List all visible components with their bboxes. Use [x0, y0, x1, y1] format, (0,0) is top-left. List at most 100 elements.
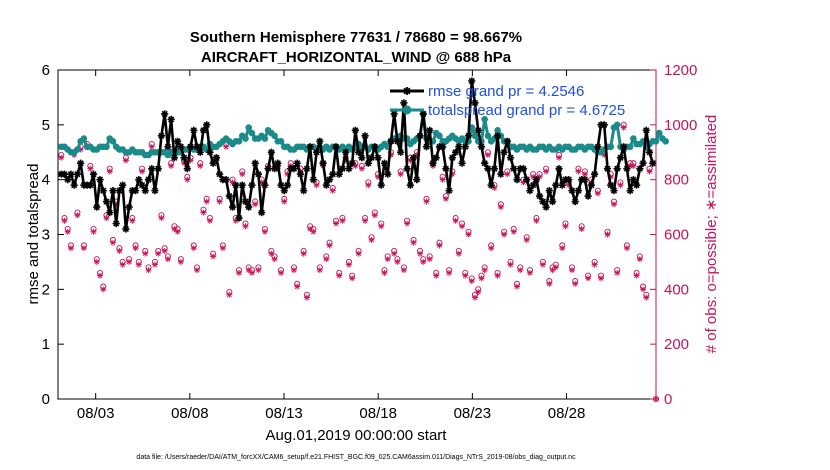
legend-rmse-asterisk	[403, 87, 411, 95]
obs-assimilated-point	[610, 201, 617, 208]
obs-assimilated-point	[462, 272, 469, 279]
obs-assimilated-point	[598, 275, 605, 282]
totalspread-point	[245, 124, 253, 131]
legend-spread-label: totalspread grand pr = 4.6725	[428, 102, 625, 119]
obs-assimilated-point	[290, 267, 297, 274]
totalspread-point	[242, 135, 249, 142]
x-axis: 08/03 08/08 08/13 08/18 08/23 08/28	[77, 70, 585, 422]
rmse-point	[119, 181, 127, 189]
rmse-point	[300, 187, 308, 195]
rmse-point	[325, 176, 334, 184]
obs-assimilated-point	[504, 171, 511, 178]
obs-assimilated-point	[100, 286, 107, 293]
obs-assimilated-point	[190, 245, 197, 252]
totalspread-point	[271, 132, 278, 140]
y-tick-label: 5	[42, 117, 50, 134]
rmse-point	[439, 143, 447, 151]
obs-assimilated-point	[478, 275, 485, 282]
obs-assimilated-point	[420, 258, 427, 265]
data-file-footnote: data file: /Users/raeder/DAI/ATM_forcXX/…	[136, 454, 576, 461]
rmse-point	[206, 148, 214, 156]
obs-assimilated-point	[168, 162, 175, 169]
obs-assimilated-point	[310, 228, 317, 235]
rmse-point	[212, 154, 220, 162]
rmse-point	[623, 165, 631, 173]
y-axis-right: 0 200 400 600 800 1000 1200	[650, 62, 697, 408]
totalspread-point	[662, 137, 669, 145]
rmse-point	[222, 176, 230, 184]
rmse-point	[125, 203, 133, 211]
obs-assimilated-point	[255, 267, 262, 274]
obs-assimilated-point	[122, 157, 129, 164]
y-right-tick-label: 600	[664, 227, 689, 244]
obs-assimilated-point	[177, 258, 184, 265]
obs-assimilated-point	[158, 215, 165, 222]
obs-assimilated-point	[562, 223, 569, 230]
rmse-point	[639, 159, 647, 167]
rmse-point	[620, 143, 628, 151]
rmse-point	[403, 165, 411, 173]
rmse-point	[490, 165, 498, 173]
rmse-point	[565, 176, 573, 184]
y-right-tick-label: 1200	[664, 62, 697, 79]
rmse-point	[177, 143, 185, 151]
obs-assimilated-point	[543, 168, 550, 175]
obs-assimilated-point	[97, 272, 104, 279]
rmse-point	[138, 181, 146, 189]
rmse-point	[477, 143, 486, 151]
rmse-point	[484, 165, 492, 173]
rmse-point	[89, 170, 98, 178]
obs-assimilated-point	[313, 182, 320, 189]
obs-assimilated-point	[426, 256, 433, 263]
obs-assimilated-point	[556, 154, 563, 161]
rmse-point	[361, 132, 369, 140]
obs-assimilated-point	[271, 256, 278, 263]
rmse-point	[193, 143, 201, 151]
rmse-point	[196, 148, 204, 156]
rmse-point	[603, 165, 612, 173]
rmse-point	[254, 170, 263, 178]
obs-assimilated-point	[362, 217, 369, 224]
obs-assimilated-point	[539, 261, 546, 268]
obs-assimilated-point	[58, 154, 65, 161]
obs-assimilated-point	[494, 272, 501, 279]
rmse-point	[494, 132, 502, 140]
obs-assimilated-point	[164, 256, 171, 263]
rmse-point	[106, 208, 114, 217]
rmse-point	[151, 187, 159, 195]
obs-assimilated-point	[278, 269, 285, 276]
rmse-point	[144, 176, 153, 184]
chart-title: Southern Hemisphere 77631 / 78680 = 98.6…	[190, 29, 522, 46]
obs-assimilated-point	[484, 151, 491, 158]
rmse-point	[590, 170, 599, 178]
rmse-point	[636, 165, 644, 173]
totalspread-point	[235, 137, 243, 145]
obs-assimilated-point	[294, 283, 301, 290]
rmse-point	[342, 148, 350, 156]
rmse-point	[380, 159, 389, 167]
obs-assimilated-point	[106, 168, 113, 175]
x-axis-label: Aug.01,2019 00:00:00 start	[266, 427, 448, 444]
rmse-point	[587, 181, 595, 189]
obs-assimilated-point	[103, 215, 110, 222]
rmse-point	[203, 121, 211, 129]
rmse-point	[264, 165, 272, 173]
obs-assimilated-point	[568, 267, 575, 274]
rmse-point	[409, 154, 418, 162]
legend-rmse-marker	[403, 87, 411, 95]
rmse-point	[406, 181, 414, 189]
rmse-point	[532, 176, 540, 184]
rmse-point	[293, 159, 301, 167]
y-tick-label: 4	[42, 172, 50, 189]
obs-assimilated-point	[575, 168, 582, 175]
rmse-point	[649, 159, 657, 167]
rmse-point	[374, 154, 382, 162]
rmse-point	[115, 187, 124, 195]
obs-assimilated-point	[200, 209, 207, 216]
totalspread-point	[80, 135, 88, 142]
obs-assimilated-point	[129, 217, 136, 224]
obs-assimilated-point	[139, 168, 146, 175]
obs-assimilated-point	[410, 239, 417, 246]
obs-assimilated-point	[155, 250, 162, 257]
rmse-point	[112, 219, 120, 228]
